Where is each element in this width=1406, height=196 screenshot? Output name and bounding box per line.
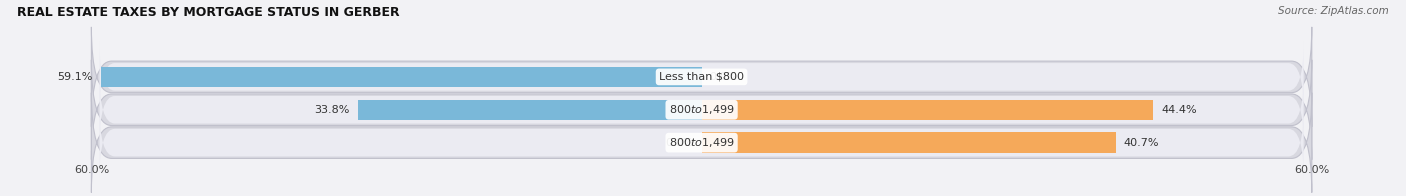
Text: $800 to $1,499: $800 to $1,499 — [669, 103, 734, 116]
Bar — [702, 132, 1115, 153]
Text: Source: ZipAtlas.com: Source: ZipAtlas.com — [1278, 6, 1389, 16]
FancyBboxPatch shape — [100, 41, 1303, 112]
Text: Less than $800: Less than $800 — [659, 72, 744, 82]
Text: 40.7%: 40.7% — [1123, 138, 1159, 148]
Bar — [101, 67, 702, 87]
Bar — [702, 100, 1153, 120]
Text: $800 to $1,499: $800 to $1,499 — [669, 136, 734, 149]
Text: 59.1%: 59.1% — [58, 72, 93, 82]
FancyBboxPatch shape — [91, 93, 1312, 193]
Bar — [359, 100, 702, 120]
Text: REAL ESTATE TAXES BY MORTGAGE STATUS IN GERBER: REAL ESTATE TAXES BY MORTGAGE STATUS IN … — [17, 6, 399, 19]
FancyBboxPatch shape — [100, 74, 1303, 145]
Text: 44.4%: 44.4% — [1161, 105, 1197, 115]
Text: 33.8%: 33.8% — [315, 105, 350, 115]
Text: 0.0%: 0.0% — [710, 72, 738, 82]
FancyBboxPatch shape — [100, 107, 1303, 178]
Text: 0.0%: 0.0% — [665, 138, 693, 148]
FancyBboxPatch shape — [91, 27, 1312, 127]
FancyBboxPatch shape — [91, 60, 1312, 160]
